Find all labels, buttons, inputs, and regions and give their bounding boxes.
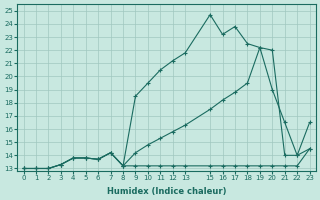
X-axis label: Humidex (Indice chaleur): Humidex (Indice chaleur) [107,187,226,196]
